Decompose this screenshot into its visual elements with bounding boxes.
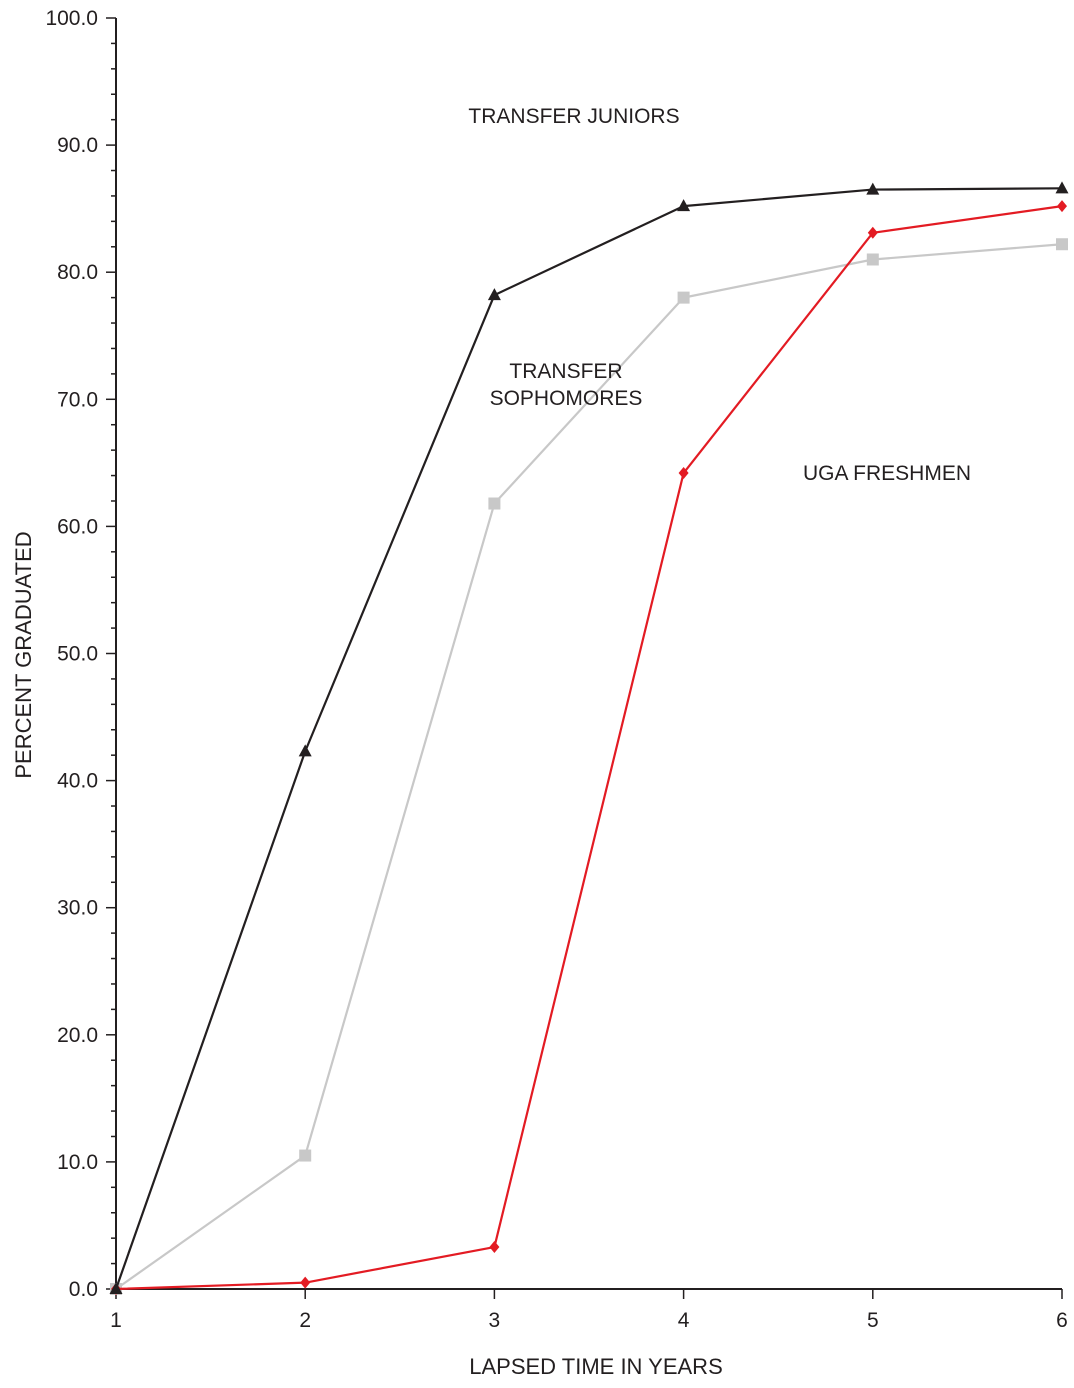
y-tick-label: 10.0 [57,1151,98,1174]
x-tick-label: 5 [867,1309,879,1332]
transfer-sophomores-point [677,291,690,304]
series-layer [109,181,1069,1295]
y-tick-label: 60.0 [57,515,98,538]
y-tick-label: 100.0 [45,7,98,30]
y-tick-label: 0.0 [69,1278,98,1301]
uga-freshmen-point [300,1276,311,1289]
y-tick-label: 70.0 [57,388,98,411]
transfer-sophomores-point [866,253,879,266]
x-tick-label: 4 [678,1309,690,1332]
uga-freshmen-point [867,226,878,239]
y-tick-label: 50.0 [57,643,98,666]
x-axis-title: LAPSED TIME IN YEARS [469,1354,723,1379]
transfer-juniors-line [114,187,1063,1290]
uga-freshmen-line [115,205,1063,1291]
y-tick-label: 40.0 [57,770,98,793]
uga-freshmen-point [678,467,689,480]
transfer-juniors-point [677,199,691,212]
uga-freshmen-label: UGA FRESHMEN [803,462,971,485]
transfer-sophomores-point [299,1149,312,1162]
y-tick-label: 30.0 [57,897,98,920]
transfer-juniors-label: TRANSFER JUNIORS [468,105,679,128]
x-tick-label: 3 [489,1309,501,1332]
y-axis-title: PERCENT GRADUATED [11,531,36,778]
transfer-juniors-point [487,288,501,301]
axes: 0.0 10.0 20.0 30.0 40.0 50.0 60.0 70.0 80.0 90.0 1… [45,7,1067,1332]
y-tick-label: 80.0 [57,261,98,284]
y-tick-label: 20.0 [57,1024,98,1047]
transfer-juniors-point [298,744,312,757]
uga-freshmen-point [489,1241,500,1254]
transfer-sophomores-point [1056,238,1068,251]
transfer-sophomores-point [488,497,501,510]
uga-freshmen-point [1057,200,1067,213]
transfer-juniors-point [1055,181,1069,194]
transfer-sophomores-line [115,243,1063,1290]
x-tick-label: 6 [1056,1309,1068,1332]
x-tick-label: 2 [299,1309,311,1332]
x-tick-label: 1 [110,1309,122,1332]
transfer-sophomores-label: SOPHOMORES [490,387,643,410]
series-labels: TRANSFER JUNIORS TRANSFER SOPHOMORES UGA FR… [468,105,971,485]
transfer-juniors-point [866,182,880,195]
y-tick-label: 90.0 [57,134,98,157]
transfer-sophomores-label: TRANSFER [509,360,622,383]
transfer-juniors-point [109,1282,123,1294]
